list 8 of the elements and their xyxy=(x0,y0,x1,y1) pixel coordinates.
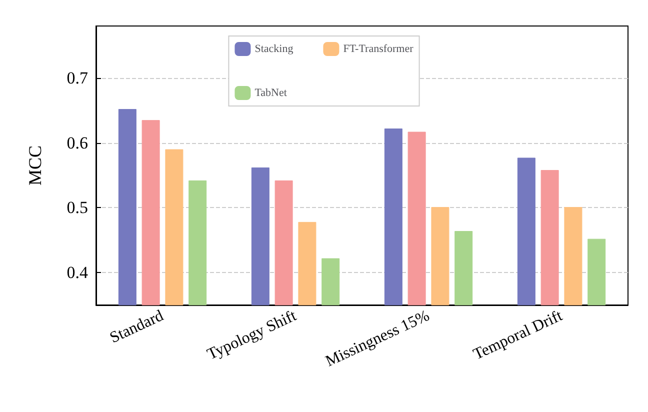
y-axis-title: MCC xyxy=(25,145,45,186)
y-tick-label: 0.4 xyxy=(66,263,88,282)
y-tick-label: 0.5 xyxy=(66,198,88,218)
legend-label: FT-Transformer xyxy=(343,43,414,55)
legend-label: TabNet xyxy=(254,87,287,99)
y-tick-label: 0.6 xyxy=(66,133,88,152)
legend-label: Stacking xyxy=(254,43,294,55)
y-tick-label: 0.7 xyxy=(66,68,88,88)
